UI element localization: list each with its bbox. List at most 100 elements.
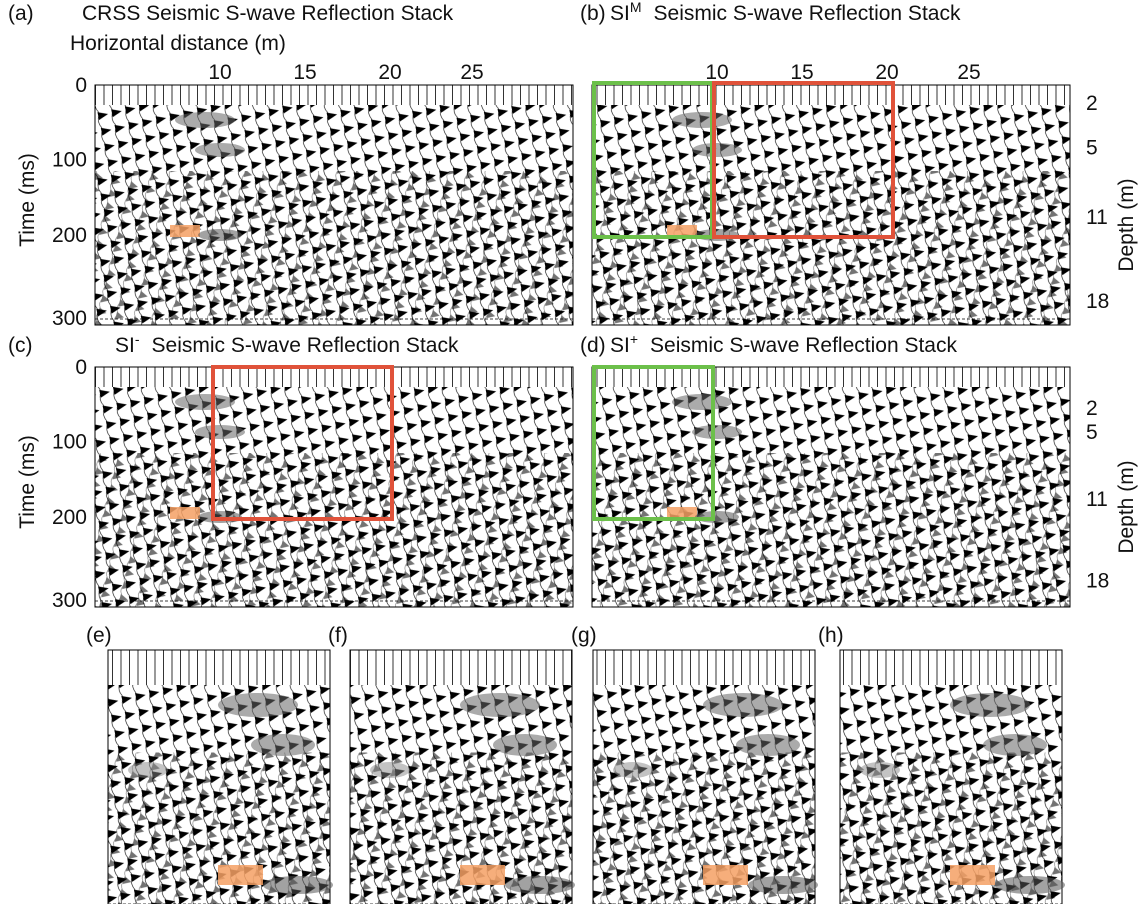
event-highlight bbox=[195, 143, 245, 157]
x-tick-label: 15 bbox=[790, 61, 813, 84]
y-tick-label: 100 bbox=[52, 148, 87, 171]
y-tick-label: 300 bbox=[52, 307, 87, 330]
panel-label: (b) bbox=[580, 2, 606, 25]
x-tick-label: 25 bbox=[957, 61, 980, 84]
panels: (a) CRSS Seismic S-wave Reflection Stack H… bbox=[8, 0, 1138, 904]
title-text: CRSS Seismic S-wave Reflection Stack bbox=[82, 2, 454, 25]
event-highlight bbox=[218, 865, 263, 885]
trace-ticks bbox=[593, 650, 815, 685]
title-text: Seismic S-wave Reflection Stack bbox=[152, 334, 459, 357]
event-highlight bbox=[195, 425, 245, 439]
y-tick-label: 200 bbox=[52, 224, 87, 247]
depth-tick-label: 5 bbox=[1086, 421, 1098, 444]
panel-title: SI+ Seismic S-wave Reflection Stack bbox=[610, 331, 957, 357]
event-highlight bbox=[667, 225, 697, 237]
panel-label: (c) bbox=[8, 334, 33, 357]
event-highlight bbox=[672, 112, 732, 128]
panel-label: (h) bbox=[818, 624, 844, 647]
event-highlight bbox=[736, 734, 800, 756]
trace-ticks bbox=[592, 85, 1070, 105]
wiggles bbox=[592, 171, 1070, 325]
depth-tick-label: 2 bbox=[1086, 92, 1098, 115]
event-highlight bbox=[170, 507, 200, 519]
title-prefix: SI bbox=[115, 334, 135, 357]
title-superscript: + bbox=[630, 331, 638, 347]
title-superscript: - bbox=[135, 331, 140, 347]
event-highlight bbox=[170, 225, 200, 237]
event-highlight bbox=[128, 762, 168, 778]
title-superscript: M bbox=[630, 0, 642, 15]
depth-axis-label: Depth (m) bbox=[1115, 460, 1138, 553]
y-tick-label: 300 bbox=[52, 589, 87, 612]
title-prefix: SI bbox=[610, 2, 630, 25]
event-highlight bbox=[692, 425, 742, 439]
panel-title: SIM Seismic S-wave Reflection Stack bbox=[610, 0, 961, 25]
event-highlight bbox=[263, 876, 333, 894]
panel-label: (e) bbox=[86, 624, 112, 647]
depth-tick-label: 11 bbox=[1086, 206, 1108, 229]
event-highlight bbox=[950, 865, 995, 885]
depth-tick-label: 2 bbox=[1086, 397, 1098, 420]
depth-axis-label: Depth (m) bbox=[1115, 178, 1138, 271]
x-tick-label: 10 bbox=[208, 61, 231, 84]
trace-ticks bbox=[108, 650, 330, 685]
event-highlight bbox=[370, 762, 410, 778]
event-highlight bbox=[613, 762, 653, 778]
event-highlight bbox=[950, 693, 1030, 717]
x-tick-label: 25 bbox=[460, 61, 483, 84]
event-highlight bbox=[460, 693, 540, 717]
event-highlight bbox=[505, 876, 575, 894]
event-highlight bbox=[995, 876, 1065, 894]
panel-title: CRSS Seismic S-wave Reflection Stack bbox=[82, 2, 454, 25]
trace-ticks bbox=[95, 85, 573, 105]
event-highlight bbox=[692, 143, 742, 157]
depth-tick-label: 18 bbox=[1086, 290, 1109, 313]
panel-label: (d) bbox=[580, 334, 606, 357]
y-tick-label: 200 bbox=[52, 506, 87, 529]
event-highlight bbox=[703, 693, 783, 717]
y-axis-label: Time (ms) bbox=[16, 153, 39, 247]
trace-ticks bbox=[95, 367, 573, 387]
title-text: Seismic S-wave Reflection Stack bbox=[650, 334, 957, 357]
y-tick-label: 100 bbox=[52, 430, 87, 453]
event-highlight bbox=[175, 394, 235, 410]
highlight-box bbox=[592, 365, 715, 521]
title-text: Seismic S-wave Reflection Stack bbox=[654, 2, 961, 25]
y-tick-label: 0 bbox=[75, 356, 87, 379]
trace-ticks bbox=[840, 650, 1062, 685]
y-tick-label: 0 bbox=[75, 74, 87, 97]
wiggles bbox=[95, 453, 573, 607]
event-highlight bbox=[460, 865, 505, 885]
depth-tick-label: 18 bbox=[1086, 570, 1109, 593]
event-highlight bbox=[251, 734, 315, 756]
event-highlight bbox=[493, 734, 557, 756]
highlight-box bbox=[712, 81, 895, 239]
title-prefix: SI bbox=[610, 334, 630, 357]
event-highlight bbox=[748, 876, 818, 894]
panel-label: (f) bbox=[328, 624, 348, 647]
x-tick-label: 10 bbox=[705, 61, 728, 84]
trace-ticks bbox=[592, 367, 1070, 387]
x-tick-label: 20 bbox=[378, 61, 401, 84]
event-highlight bbox=[672, 394, 732, 410]
panel-label: (a) bbox=[8, 2, 34, 25]
wiggles bbox=[95, 171, 573, 325]
x-axis-label: Horizontal distance (m) bbox=[70, 32, 286, 55]
trace-ticks bbox=[350, 650, 572, 685]
depth-tick-label: 11 bbox=[1086, 488, 1108, 511]
panel-title: SI- Seismic S-wave Reflection Stack bbox=[115, 331, 459, 357]
event-highlight bbox=[218, 693, 298, 717]
event-highlight bbox=[198, 229, 242, 241]
event-highlight bbox=[175, 112, 235, 128]
y-axis-label: Time (ms) bbox=[16, 435, 39, 529]
panel-label: (g) bbox=[571, 624, 597, 647]
highlight-box bbox=[211, 365, 394, 521]
x-tick-label: 20 bbox=[875, 61, 898, 84]
wiggles bbox=[592, 453, 1070, 607]
event-highlight bbox=[703, 865, 748, 885]
x-tick-label: 15 bbox=[293, 61, 316, 84]
event-highlight bbox=[983, 734, 1047, 756]
event-highlight bbox=[667, 507, 697, 519]
depth-tick-label: 5 bbox=[1086, 136, 1098, 159]
